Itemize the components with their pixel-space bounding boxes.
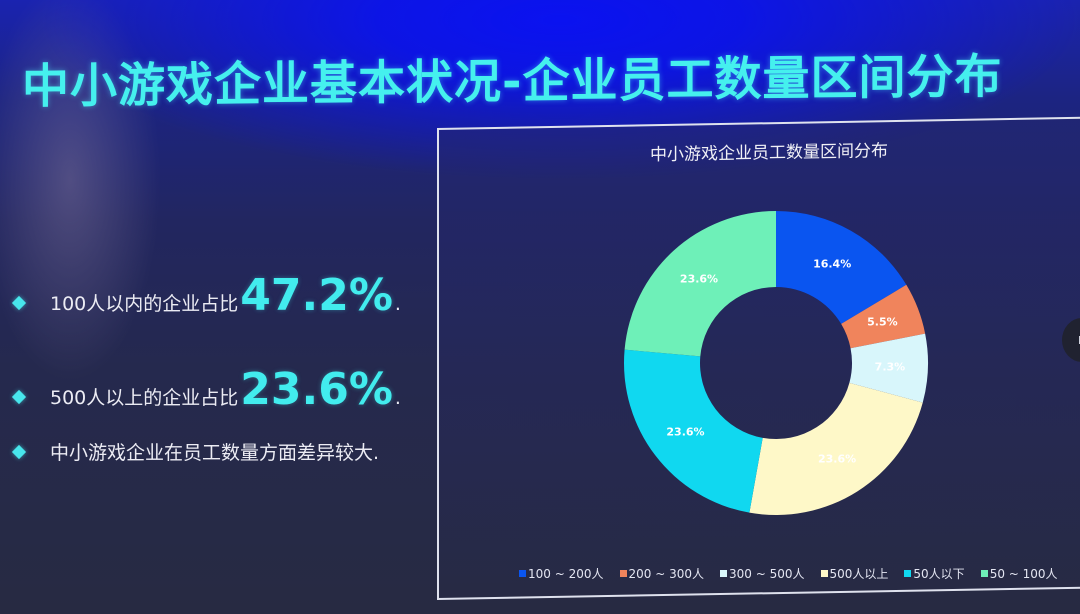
legend-swatch-icon	[720, 570, 727, 577]
legend-label: 50人以下	[913, 567, 965, 581]
diamond-bullet-icon	[11, 295, 27, 311]
donut-slice[interactable]	[749, 382, 923, 515]
diamond-bullet-icon	[11, 444, 27, 460]
bullet-item: 500人以上的企业占比 23.6% .	[11, 364, 401, 415]
bullet-item: 中小游戏企业在员工数量方面差异较大.	[11, 438, 380, 465]
bullet-highlight-value: 23.6%	[240, 364, 393, 415]
legend-label: 50 ~ 100人	[989, 567, 1058, 581]
legend-swatch-icon	[820, 570, 828, 577]
legend-label: 500人以上	[829, 567, 889, 581]
slice-value-label: 7.3%	[874, 360, 906, 374]
slice-value-label: 16.4%	[813, 257, 852, 271]
donut-slice[interactable]	[841, 284, 926, 349]
bullet-suffix: .	[394, 293, 401, 315]
legend-item[interactable]: 300 ~ 500人	[720, 565, 805, 582]
bullet-text: 100人以内的企业占比	[50, 293, 239, 315]
bullet-suffix: .	[394, 387, 401, 409]
donut-chart	[623, 210, 929, 516]
legend-label: 300 ~ 500人	[729, 567, 805, 581]
legend-swatch-icon	[980, 570, 988, 577]
chart-title: 中小游戏企业员工数量区间分布	[650, 141, 888, 166]
legend-item[interactable]: 100 ~ 200人	[519, 565, 604, 582]
legend-swatch-icon	[619, 570, 627, 577]
slice-value-label: 23.6%	[817, 452, 857, 466]
legend-label: 100 ~ 200人	[528, 567, 604, 581]
legend-swatch-icon	[904, 570, 912, 577]
slice-value-label: 5.5%	[867, 315, 898, 329]
slide-title: 中小游戏企业基本状况-企业员工数量区间分布	[22, 49, 1003, 115]
legend-item[interactable]: 50 ~ 100人	[980, 565, 1058, 582]
bullet-text: 中小游戏企业在员工数量方面差异较大.	[50, 442, 380, 464]
diamond-bullet-icon	[11, 389, 27, 405]
slice-value-label: 23.6%	[679, 272, 719, 286]
bullet-highlight-value: 47.2%	[240, 270, 393, 321]
legend-item[interactable]: 500人以上	[820, 565, 889, 582]
donut-svg	[624, 211, 928, 515]
bullet-item: 100人以内的企业占比 47.2% .	[11, 270, 401, 321]
legend-item[interactable]: 200 ~ 300人	[619, 565, 705, 582]
chart-legend: 100 ~ 200人 200 ~ 300人 300 ~ 500人 500人以上 50人以…	[519, 565, 1058, 582]
legend-item[interactable]: 50人以下	[904, 565, 965, 582]
donut-slice[interactable]	[624, 349, 763, 513]
donut-slice[interactable]	[624, 211, 776, 357]
slice-value-label: 23.6%	[666, 425, 705, 439]
donut-slice[interactable]	[849, 333, 928, 403]
donut-slice[interactable]	[776, 211, 907, 324]
legend-label: 200 ~ 300人	[628, 567, 705, 581]
legend-swatch-icon	[519, 570, 526, 577]
bullet-text: 500人以上的企业占比	[50, 387, 239, 409]
